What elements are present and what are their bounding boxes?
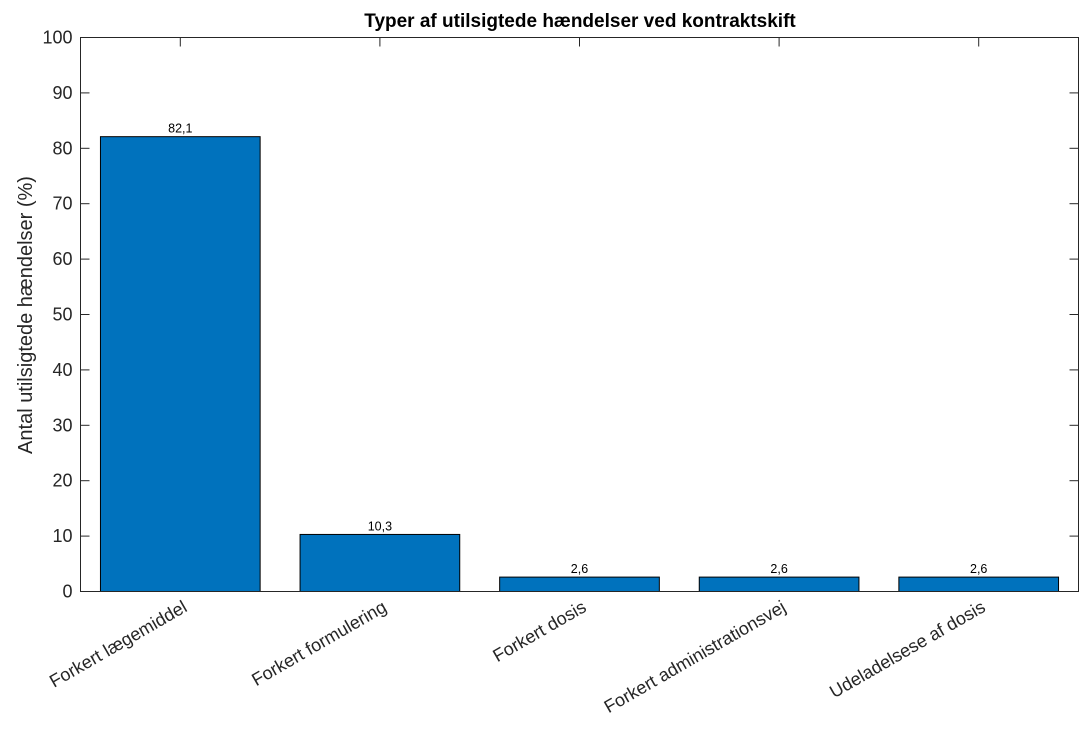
data-labels: 82,1 10,3 2,6 2,6 2,6 bbox=[168, 122, 987, 576]
bar-data-label: 82,1 bbox=[168, 122, 192, 136]
y-tick-label: 50 bbox=[52, 305, 72, 325]
y-tick-label: 40 bbox=[52, 360, 72, 380]
x-category-label: Udeladelsese af dosis bbox=[826, 597, 989, 702]
y-tick-label: 100 bbox=[42, 28, 72, 48]
bar-data-label: 2,6 bbox=[770, 562, 787, 576]
bar bbox=[99, 136, 261, 593]
bar bbox=[299, 533, 461, 592]
x-axis-category-labels: Forkert lægemiddel Forkert formulering For… bbox=[46, 597, 989, 717]
y-tick-label: 90 bbox=[52, 83, 72, 103]
x-category-label: Forkert administrationsvej bbox=[601, 597, 789, 717]
y-tick-label: 10 bbox=[52, 526, 72, 546]
y-axis-ticks: 0 10 20 30 40 50 60 70 80 90 100 bbox=[42, 28, 1079, 602]
x-category-label: Forkert formulering bbox=[248, 597, 390, 690]
chart-title: Typer af utilsigtede hændelser ved kontr… bbox=[364, 11, 796, 32]
y-tick-label: 80 bbox=[52, 138, 72, 158]
y-tick-label: 60 bbox=[52, 249, 72, 269]
x-category-label: Forkert dosis bbox=[489, 597, 589, 666]
x-category-label: Forkert lægemiddel bbox=[46, 597, 190, 692]
bars bbox=[99, 136, 1060, 593]
bar bbox=[499, 576, 660, 593]
y-tick-label: 70 bbox=[52, 194, 72, 214]
y-tick-label: 0 bbox=[62, 582, 72, 602]
bar-data-label: 2,6 bbox=[970, 562, 987, 576]
y-tick-label: 20 bbox=[52, 471, 72, 491]
bar-data-label: 10,3 bbox=[368, 519, 392, 533]
bar bbox=[698, 576, 860, 593]
bar bbox=[898, 576, 1060, 593]
y-tick-label: 30 bbox=[52, 415, 72, 435]
bar-data-label: 2,6 bbox=[571, 562, 588, 576]
y-axis-label: Antal utilsigtede hændelser (%) bbox=[15, 176, 37, 454]
plot-area-frame bbox=[80, 37, 1079, 592]
